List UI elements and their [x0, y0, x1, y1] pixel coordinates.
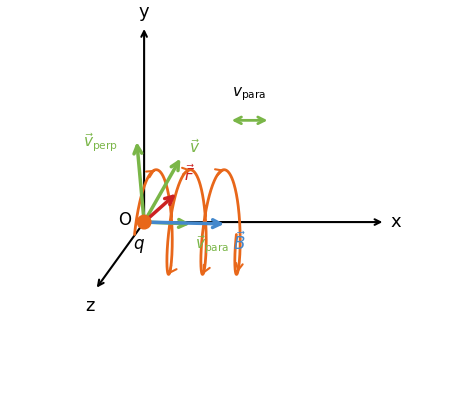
Text: q: q	[133, 235, 144, 253]
Text: x: x	[391, 213, 401, 231]
Text: $\vec{B}$: $\vec{B}$	[232, 231, 246, 254]
Text: $v_{\mathrm{para}}$: $v_{\mathrm{para}}$	[232, 86, 266, 103]
Text: z: z	[85, 298, 94, 316]
Circle shape	[137, 215, 151, 229]
Text: $\vec{v}_{\mathrm{perp}}$: $\vec{v}_{\mathrm{perp}}$	[83, 132, 118, 154]
Text: O: O	[118, 211, 131, 229]
Text: y: y	[139, 2, 149, 20]
Text: $\vec{v}_{\mathrm{para}}$: $\vec{v}_{\mathrm{para}}$	[195, 233, 229, 256]
Text: $\vec{F}$: $\vec{F}$	[184, 163, 195, 184]
Text: $\vec{v}$: $\vec{v}$	[189, 138, 201, 156]
